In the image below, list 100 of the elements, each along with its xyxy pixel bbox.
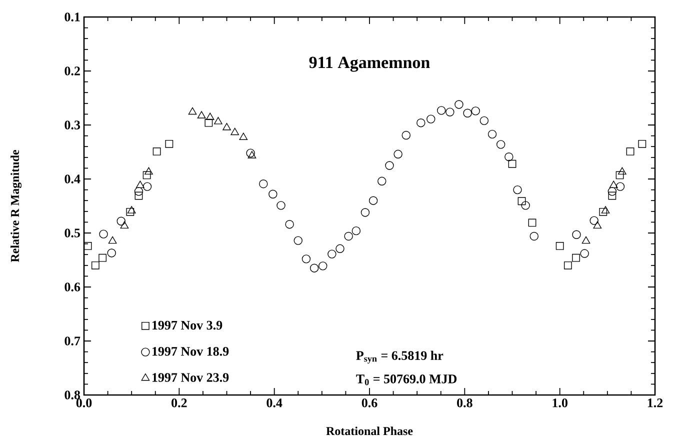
point: [248, 151, 256, 158]
x-tick-label: 0.2: [172, 398, 187, 408]
point: [616, 182, 625, 191]
point: [142, 171, 151, 180]
point: [84, 242, 92, 250]
point: [134, 192, 143, 200]
point: [214, 117, 222, 124]
point: [385, 161, 394, 170]
point: [204, 118, 213, 127]
y-tick-label: 0.8: [64, 390, 80, 400]
point: [328, 250, 336, 258]
point: [352, 226, 361, 236]
point: [107, 248, 116, 258]
point: [394, 150, 402, 159]
point: [416, 118, 426, 128]
point: [336, 244, 344, 254]
x-axis-title: Rotational Phase: [326, 426, 413, 436]
point: [616, 171, 624, 180]
y-tick-label: 0.7: [64, 336, 80, 346]
y-axis-title: Relative R Magnitude: [10, 150, 22, 262]
point: [127, 206, 136, 214]
point: [638, 140, 646, 148]
point: [608, 187, 617, 196]
point: [310, 264, 319, 272]
point: [294, 236, 302, 245]
point: [134, 187, 144, 196]
point: [564, 261, 572, 270]
point: [471, 106, 480, 116]
point: [108, 236, 117, 244]
point: [518, 197, 526, 206]
point: [556, 242, 564, 250]
point: [572, 254, 580, 262]
point: [116, 216, 126, 226]
point: [582, 236, 590, 244]
point: [259, 180, 268, 188]
point: [446, 108, 454, 116]
y-tick-label: 0.3: [64, 120, 80, 130]
point: [521, 201, 530, 210]
point: [496, 140, 506, 149]
point: [402, 130, 410, 140]
point: [480, 116, 489, 126]
x-tick-label: 0.4: [266, 398, 282, 408]
point: [144, 167, 153, 175]
x-tick-label: 0.6: [362, 398, 378, 408]
x-tick-label: 1.0: [552, 398, 568, 408]
legend-label: 1997 Nov 3.9: [152, 320, 222, 330]
legend-label: 1997 Nov 23.9: [152, 373, 229, 382]
x-tick-label: 1.2: [648, 398, 663, 408]
point: [378, 176, 386, 186]
point: [437, 106, 446, 115]
point: [426, 114, 436, 124]
point: [268, 190, 278, 198]
point: [618, 167, 626, 175]
point: [239, 132, 248, 140]
point: [285, 220, 294, 229]
annotation: P$_{syn}$ = 6.5819 hr: [356, 350, 444, 364]
y-tick-label: 0.2: [64, 66, 80, 76]
point: [488, 130, 497, 139]
point: [230, 128, 240, 136]
y-tick-label: 0.1: [64, 12, 80, 22]
y-tick-label: 0.6: [64, 282, 80, 292]
point: [590, 216, 598, 225]
annotation: T$_{0}$ = 50769.0 MJD: [356, 374, 457, 386]
point: [454, 100, 464, 109]
x-tick-label: 0.0: [76, 398, 92, 408]
point: [99, 230, 108, 238]
y-tick-label: 0.4: [64, 174, 80, 184]
point: [318, 262, 328, 270]
point: [513, 185, 522, 194]
point: [276, 201, 286, 210]
point: [608, 192, 616, 200]
point: [504, 152, 514, 162]
point: [601, 206, 610, 214]
point: [599, 208, 608, 216]
point: [142, 182, 152, 191]
point: [126, 208, 134, 216]
point: [368, 196, 378, 205]
point: [626, 148, 634, 156]
point: [609, 180, 618, 188]
text: 911 Agamemnon: [309, 56, 430, 72]
point: [463, 108, 472, 118]
point: [91, 261, 100, 270]
point: [136, 180, 144, 188]
point: [580, 249, 589, 258]
y-tick-label: 0.5: [64, 228, 80, 238]
x-tick-label: 0.8: [457, 398, 472, 408]
point: [188, 107, 197, 115]
point: [246, 148, 255, 158]
point: [528, 218, 536, 227]
point: [197, 111, 206, 118]
point: [222, 122, 231, 130]
point: [165, 140, 174, 148]
point: [530, 232, 538, 241]
point: [572, 230, 581, 239]
point: [508, 160, 516, 168]
point: [302, 254, 311, 264]
point: [360, 208, 370, 217]
legend-label: 1997 Nov 18.9: [152, 346, 229, 356]
point: [344, 232, 353, 241]
point: [98, 254, 107, 262]
